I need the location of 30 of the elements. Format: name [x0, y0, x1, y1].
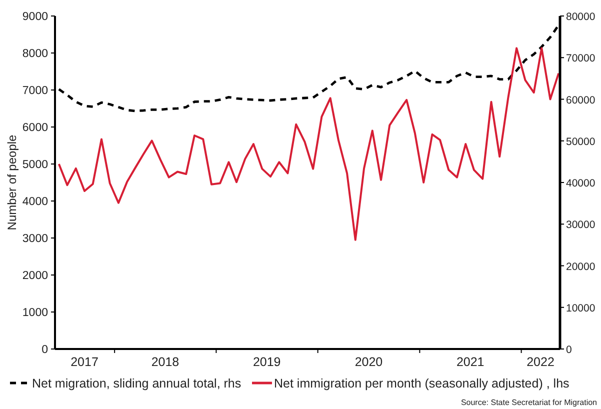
- y2-tick-label: 60000: [566, 94, 596, 106]
- x-tick-label: 2018: [151, 355, 180, 369]
- x-tick-label: 2021: [456, 355, 484, 369]
- legend-label: Net migration, sliding annual total, rhs: [32, 376, 242, 390]
- y-tick-label: 1000: [22, 307, 48, 319]
- x-tick-label: 2017: [70, 355, 98, 369]
- y-tick-label: 9000: [22, 11, 48, 23]
- y2-tick-label: 50000: [566, 136, 596, 148]
- y2-tick-label: 20000: [566, 260, 596, 273]
- x-tick-label: 2022: [526, 355, 554, 369]
- y-tick-label: 7000: [22, 85, 48, 97]
- y-axis-title: Number of people: [5, 134, 19, 230]
- y2-tick-label: 10000: [566, 302, 596, 314]
- y-tick-label: 3000: [22, 233, 48, 245]
- y-tick-label: 8000: [22, 48, 48, 60]
- y-tick-label: 2000: [22, 270, 48, 282]
- y2-tick-label: 70000: [566, 52, 596, 65]
- y-tick-label: 6000: [22, 122, 48, 134]
- y-tick-label: 0: [42, 344, 48, 356]
- legend-label: Net immigration per month (seasonally adjusted) , lhs: [274, 376, 570, 390]
- x-tick-label: 2019: [252, 355, 281, 369]
- x-tick-label: 2020: [354, 355, 383, 369]
- y2-tick-label: 30000: [566, 219, 596, 232]
- y2-tick-label: 80000: [566, 11, 596, 23]
- y2-tick-label: 0: [566, 344, 572, 356]
- y-tick-label: 5000: [22, 159, 48, 171]
- line-series: [58, 47, 560, 241]
- y2-tick-label: 40000: [566, 178, 596, 190]
- y-tick-label: 4000: [22, 196, 48, 208]
- source-note: Source: State Secretariat for Migration: [460, 398, 597, 407]
